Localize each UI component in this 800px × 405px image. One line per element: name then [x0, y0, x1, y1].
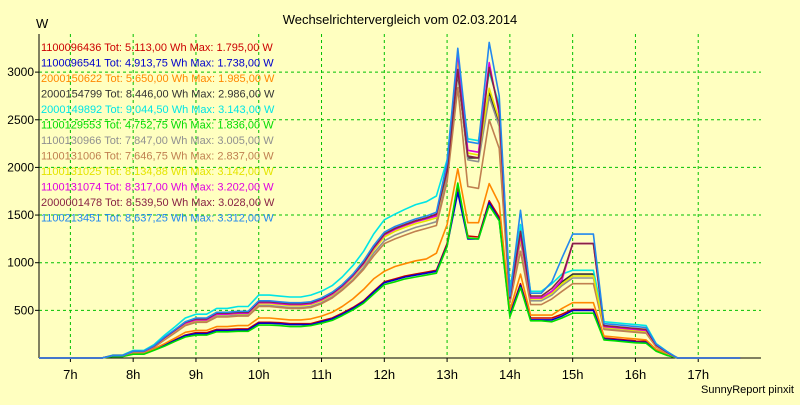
x-tick-label: 9h [189, 367, 203, 382]
legend-entry-2000150622: 2000150622 Tot: 5.650,00 Wh Max: 1.985,0… [41, 73, 275, 85]
y-tick-label: 3000 [7, 65, 34, 79]
legend-entry-1100131006: 1100131006 Tot: 7.646,75 Wh Max: 2.837,0… [41, 151, 274, 163]
legend: 1100096436 Tot: 5.113,00 Wh Max: 1.795,0… [41, 42, 275, 225]
legend-entry-1100131074: 1100131074 Tot: 8.317,00 Wh Max: 3.202,0… [41, 182, 274, 194]
series-line-1100096541 [39, 191, 741, 359]
x-tick-label: 15h [562, 367, 584, 382]
x-tick-label: 11h [311, 367, 332, 382]
x-tick-label: 12h [373, 367, 395, 382]
series-line-2000149892 [39, 57, 741, 359]
axis-layer: 7h 8h 9h 10h 11h 12h 13h 14h 15h 16h 17h 500 1000 150… [7, 34, 761, 382]
legend-entry-1100129553: 1100129553 Tot: 4.752,75 Wh Max: 1.836,0… [41, 120, 274, 132]
series-line-2000150622 [39, 168, 741, 359]
x-tick-label: 10h [248, 367, 270, 382]
y-tick-label: 2500 [7, 113, 34, 127]
legend-entry-1100096541: 1100096541 Tot: 4.913,75 Wh Max: 1.738,0… [41, 58, 274, 70]
x-tick-label: 7h [63, 367, 77, 382]
legend-entry-1100131025: 1100131025 Tot: 8.134,88 Wh Max: 3.142,0… [41, 166, 274, 178]
legend-entry-2000001478: 2000001478 Tot: 8.539,50 Wh Max: 3.028,0… [41, 197, 275, 209]
grid-layer [39, 34, 761, 358]
y-tick-label: 500 [14, 303, 34, 317]
series-line-1100129553 [39, 182, 741, 359]
x-tick-label: 17h [687, 367, 709, 382]
legend-entry-1100096436: 1100096436 Tot: 5.113,00 Wh Max: 1.795,0… [41, 42, 273, 54]
chart-title: Wechselrichtervergleich vom 02.03.2014 [283, 12, 518, 27]
legend-entry-1100213451: 1100213451 Tot: 8.637,25 Wh Max: 3.312,0… [41, 213, 274, 225]
y-tick-label: 2000 [7, 160, 34, 174]
x-tick-label: 14h [499, 367, 521, 382]
x-tick-label: 13h [436, 367, 458, 382]
series-line-1100213451 [39, 41, 741, 359]
series-layer [39, 41, 741, 359]
x-tick-label: 16h [625, 367, 647, 382]
legend-entry-1100130966: 1100130966 Tot: 7.847,00 Wh Max: 3.005,0… [41, 135, 274, 147]
y-tick-label: 1000 [7, 256, 34, 270]
credit-text: SunnyReport pinxit [701, 384, 794, 396]
y-axis-label: W [36, 16, 49, 31]
series-line-1100131006 [39, 86, 741, 359]
x-tick-label: 8h [126, 367, 140, 382]
series-line-1100131074 [39, 52, 741, 359]
legend-entry-2000149892: 2000149892 Tot: 9.044,50 Wh Max: 3.143,0… [41, 104, 275, 116]
y-tick-label: 1500 [7, 208, 34, 222]
series-line-1100130966 [39, 70, 741, 359]
legend-entry-2000154799: 2000154799 Tot: 8.446,00 Wh Max: 2.986,0… [41, 89, 275, 101]
